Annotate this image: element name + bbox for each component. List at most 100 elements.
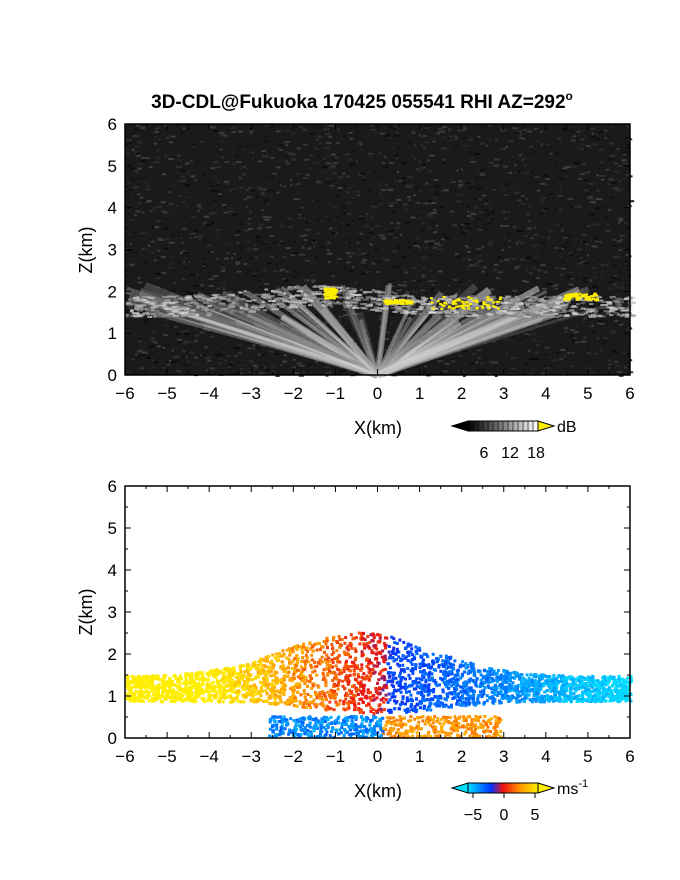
noise-cell <box>387 232 394 235</box>
noise-cell <box>580 340 587 343</box>
noise-cell <box>471 342 476 345</box>
backscatter-colorbar-tick-label: 12 <box>501 445 519 462</box>
noise-cell <box>239 134 245 137</box>
noise-cell <box>608 367 611 370</box>
noise-cell <box>589 347 593 350</box>
haze-cell <box>419 301 424 304</box>
noise-cell <box>488 124 492 127</box>
noise-cell <box>424 246 429 249</box>
haze-cell <box>526 314 533 317</box>
noise-cell <box>393 237 399 240</box>
noise-cell <box>587 303 590 305</box>
noise-cell <box>279 184 282 187</box>
noise-cell <box>494 158 500 161</box>
noise-cell <box>449 135 453 138</box>
haze-cell <box>532 313 540 316</box>
noise-cell <box>183 201 186 204</box>
noise-cell <box>167 217 170 220</box>
noise-cell <box>314 321 319 324</box>
noise-cell <box>497 271 503 274</box>
noise-cell <box>193 284 197 287</box>
noise-cell <box>208 367 215 370</box>
noise-cell <box>150 244 157 246</box>
noise-cell <box>394 125 397 128</box>
haze-cell <box>127 303 135 306</box>
noise-cell <box>409 292 412 295</box>
noise-cell <box>265 155 269 158</box>
noise-cell <box>424 256 429 259</box>
noise-cell <box>127 234 130 236</box>
noise-cell <box>147 272 151 275</box>
noise-cell <box>609 353 613 356</box>
saturated-cell <box>593 292 597 295</box>
noise-cell <box>206 244 211 247</box>
noise-cell <box>419 190 423 193</box>
noise-cell <box>526 130 532 133</box>
noise-cell <box>576 248 583 251</box>
noise-cell <box>545 164 550 167</box>
noise-cell <box>432 295 438 298</box>
haze-cell <box>580 307 586 310</box>
y-tick-label: 5 <box>108 157 117 176</box>
noise-cell <box>237 343 242 346</box>
noise-cell <box>519 154 522 157</box>
noise-cell <box>231 250 235 253</box>
noise-cell <box>430 137 436 140</box>
noise-cell <box>170 135 176 138</box>
noise-cell <box>464 283 470 286</box>
noise-cell <box>548 364 552 367</box>
haze-cell <box>277 298 282 301</box>
saturated-cell <box>408 302 412 305</box>
haze-cell <box>431 314 439 317</box>
noise-cell <box>315 232 321 235</box>
noise-cell <box>378 183 381 186</box>
noise-cell <box>245 188 249 191</box>
noise-cell <box>212 129 218 132</box>
noise-cell <box>130 167 135 170</box>
noise-cell <box>176 370 181 373</box>
noise-cell <box>460 246 466 249</box>
saturated-cell <box>584 298 588 301</box>
noise-cell <box>437 162 441 165</box>
noise-cell <box>143 248 149 251</box>
noise-cell <box>383 237 387 240</box>
noise-cell <box>138 335 144 338</box>
noise-cell <box>396 352 400 355</box>
noise-cell <box>221 156 225 159</box>
haze-cell <box>577 313 585 316</box>
haze-cell <box>190 313 196 316</box>
noise-cell <box>126 330 130 333</box>
haze-cell <box>495 303 500 305</box>
haze-cell <box>507 306 513 309</box>
noise-cell <box>525 172 529 175</box>
noise-cell <box>279 269 283 272</box>
noise-cell <box>288 217 292 220</box>
noise-cell <box>474 153 481 155</box>
noise-cell <box>284 219 288 222</box>
noise-cell <box>613 170 620 173</box>
noise-cell <box>209 335 215 338</box>
noise-cell <box>201 154 208 157</box>
noise-cell <box>506 352 508 355</box>
noise-cell <box>269 235 274 238</box>
noise-cell <box>133 186 139 189</box>
noise-cell <box>158 228 163 231</box>
noise-cell <box>521 134 527 137</box>
noise-cell <box>203 215 210 218</box>
haze-cell <box>508 301 513 304</box>
noise-cell <box>353 254 357 257</box>
noise-cell <box>578 156 582 159</box>
noise-cell <box>154 136 158 139</box>
noise-cell <box>420 144 423 147</box>
noise-cell <box>571 187 575 190</box>
noise-cell <box>311 153 315 156</box>
noise-cell <box>526 250 531 253</box>
noise-cell <box>492 367 498 370</box>
noise-cell <box>355 160 358 163</box>
noise-cell <box>269 273 273 276</box>
noise-cell <box>280 364 283 367</box>
noise-cell <box>411 131 416 134</box>
noise-cell <box>611 246 615 249</box>
noise-cell <box>443 159 446 161</box>
haze-cell <box>546 311 552 314</box>
